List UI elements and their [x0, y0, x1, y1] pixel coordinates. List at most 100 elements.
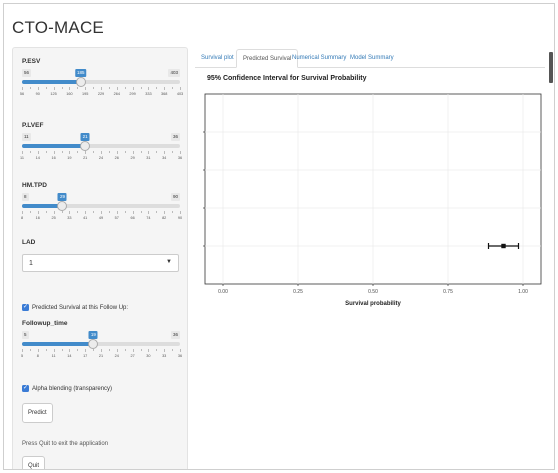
slider-handle[interactable]: [88, 339, 99, 349]
slider-max-label: 36: [170, 331, 180, 339]
slider-tick: [124, 211, 126, 213]
slider-tick: [140, 349, 142, 351]
x-tick-label: 1.00: [518, 289, 528, 295]
slider-tick: [180, 151, 181, 154]
slider-fill: [22, 80, 81, 84]
slider-tick: [164, 349, 166, 352]
slider-tick-label: 82: [162, 216, 167, 220]
slider-tick: [53, 87, 55, 90]
x-tick-label: 0.00: [218, 289, 228, 295]
slider-tick: [164, 151, 166, 154]
slider-tick-label: 36: [177, 156, 183, 160]
slider-fill: [22, 144, 86, 148]
x-axis-label: Survival probability: [345, 301, 401, 307]
slider-min-label: 56: [22, 69, 32, 77]
lad-select[interactable]: 1 ▼: [22, 254, 179, 272]
point-estimate: [501, 243, 506, 249]
slider-fill: [22, 204, 63, 208]
slider-tick: [124, 151, 126, 153]
tab-predicted-survival[interactable]: Predicted Survival: [236, 49, 299, 68]
slider-track[interactable]: [22, 204, 180, 208]
slider-tick: [148, 151, 150, 154]
slider-label-pesv: P.ESV: [22, 58, 41, 65]
slider-tick: [37, 349, 39, 352]
slider-tick: [45, 151, 47, 153]
predict-button[interactable]: Predict: [22, 403, 53, 423]
x-tick-label: 0.50: [368, 289, 378, 295]
slider-tick-label: 74: [146, 216, 151, 220]
slider-tick: [132, 87, 134, 90]
slider-tick: [61, 87, 63, 89]
slider-track[interactable]: [22, 80, 180, 84]
slider-tick: [69, 211, 71, 214]
slider-tick: [85, 151, 87, 154]
slider-tick-label: 8: [20, 216, 24, 220]
slider-handle[interactable]: [75, 77, 86, 87]
slider-tick: [85, 349, 87, 352]
slider-handle[interactable]: [80, 141, 91, 151]
slider-hmtpd[interactable]: 8 90 29 8 16 25 33 41 49 57 66 74 82 90: [20, 193, 183, 223]
slider-track[interactable]: [22, 342, 180, 346]
slider-tick-label: 19: [67, 156, 72, 160]
slider-followup[interactable]: 5 36 19 5 8 11 14 17 21 24 27 30 33 36: [20, 331, 183, 361]
slider-tick: [148, 349, 150, 352]
slider-tick: [29, 211, 31, 213]
slider-tick-label: 33: [162, 354, 167, 358]
chart-title: 95% Confidence Interval for Survival Pro…: [207, 75, 367, 82]
slider-tick: [22, 349, 23, 352]
slider-tick-label: 57: [114, 216, 119, 220]
slider-value-label: 185: [74, 69, 87, 77]
slider-tick: [85, 211, 87, 214]
slider-tick: [77, 349, 79, 351]
slider-tick-label: 36: [177, 354, 183, 358]
predicted-survival-checkbox[interactable]: ✓ Predicted Survival at this Follow Up:: [22, 304, 128, 311]
slider-track[interactable]: [22, 144, 180, 148]
slider-tick-label: 90: [35, 92, 40, 96]
slider-tick: [101, 211, 102, 214]
slider-tick-label: 21: [83, 156, 88, 160]
alpha-blending-checkbox[interactable]: ✓ Alpha blending (transparency): [22, 385, 112, 392]
slider-tick-label: 17: [83, 354, 88, 358]
slider-tick: [53, 211, 55, 214]
quit-help-text: Press Quit to exit the application: [22, 441, 109, 447]
tab-model-summary[interactable]: Model Summary: [350, 55, 394, 61]
slider-ticks: 8 16 25 33 41 49 57 66 74 82 90: [20, 211, 183, 223]
slider-tick-label: 368: [161, 92, 168, 96]
slider-handle[interactable]: [57, 201, 68, 211]
slider-min-label: 5: [22, 331, 29, 339]
survival-ci-chart: 0.00 0.25 0.50 0.75 1.00 Survival probability: [203, 93, 542, 307]
slider-tick: [164, 87, 166, 90]
slider-tick: [140, 87, 142, 89]
slider-tick: [37, 151, 39, 154]
slider-tick: [93, 211, 95, 213]
slider-tick: [108, 349, 110, 351]
slider-tick-label: 33: [67, 216, 72, 220]
slider-tick: [93, 151, 95, 153]
slider-tick-label: 26: [114, 156, 119, 160]
slider-tick: [22, 151, 23, 154]
slider-tick: [148, 211, 150, 214]
slider-tick: [77, 211, 79, 213]
slider-tick: [101, 87, 102, 90]
slider-ticks: 56 90 125 160 195 229 264 299 333 368 403: [20, 87, 183, 99]
slider-tick-label: 90: [177, 216, 183, 220]
scrollbar-thumb[interactable]: [549, 52, 553, 83]
slider-pesv[interactable]: 56 403 185 56 90 125 160 195 229 264 299 333 368 403: [20, 69, 183, 99]
slider-tick-label: 299: [129, 92, 136, 96]
slider-tick: [180, 87, 181, 90]
slider-fill: [22, 342, 94, 346]
slider-tick: [108, 211, 110, 213]
slider-tick-label: 264: [113, 92, 120, 96]
slider-tick: [156, 87, 158, 89]
slider-plvef[interactable]: 11 36 21 11 14 16 19 21 24 26 29 31 34 36: [20, 133, 183, 163]
tab-survival-plot[interactable]: Survival plot: [201, 55, 234, 61]
quit-button[interactable]: Quit: [22, 456, 46, 469]
slider-tick-label: 25: [51, 216, 56, 220]
slider-tick-label: 29: [130, 156, 135, 160]
slider-max-label: 36: [170, 133, 180, 141]
slider-tick-label: 24: [114, 354, 119, 358]
slider-tick-label: 5: [20, 354, 24, 358]
tab-numerical-summary[interactable]: Numerical Summary: [292, 55, 347, 61]
slider-tick: [180, 349, 181, 352]
slider-tick: [156, 151, 158, 153]
